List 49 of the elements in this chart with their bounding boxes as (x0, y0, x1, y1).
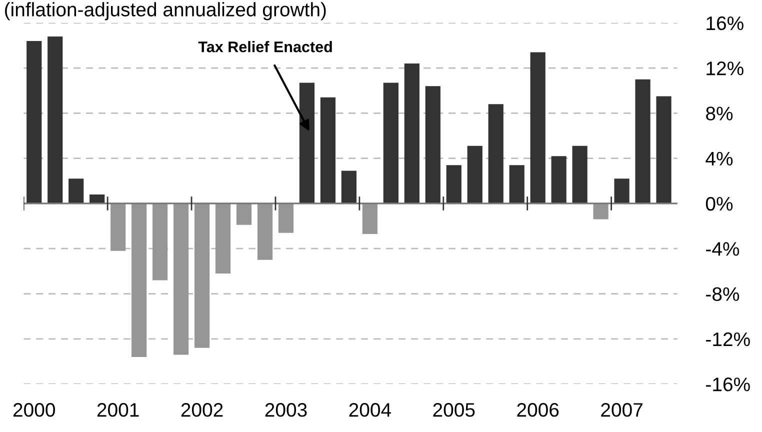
bar (341, 170, 356, 204)
bar (110, 203, 126, 251)
bar (26, 40, 42, 204)
bar (299, 82, 315, 204)
bar (173, 203, 189, 355)
x-tick-label: 2006 (517, 403, 559, 417)
y-tick-label: 12% (706, 62, 744, 76)
bar (257, 203, 273, 260)
chart-title: (inflation-adjusted annualized growth) (5, 2, 326, 20)
bar (362, 203, 378, 234)
y-tick-label: -12% (706, 332, 750, 346)
y-tick-label: 0% (706, 196, 733, 211)
bar (404, 64, 420, 204)
y-tick-label: 16% (706, 16, 744, 30)
x-tick-label: 2002 (181, 403, 223, 417)
x-tick-label: 2001 (97, 403, 139, 417)
y-tick-label: -16% (706, 378, 750, 392)
bar (194, 203, 210, 348)
bar (509, 165, 524, 204)
bar (383, 82, 398, 204)
y-tick-label: -4% (706, 242, 740, 256)
bar (551, 156, 566, 204)
bar (236, 203, 252, 225)
bar (467, 146, 482, 204)
y-tick-label: 8% (706, 106, 733, 120)
bar (215, 203, 231, 274)
x-tick-label: 2000 (13, 403, 55, 417)
bar (132, 203, 147, 357)
annotation: Tax Relief Enacted (198, 41, 332, 52)
bar (614, 178, 630, 204)
bar (68, 178, 84, 204)
bar (593, 203, 608, 220)
bar (656, 96, 672, 204)
x-tick-label: 2004 (349, 403, 391, 417)
y-tick-label: 4% (706, 152, 733, 166)
bar (48, 36, 63, 204)
bar (425, 86, 440, 204)
bar (635, 79, 650, 204)
bar (278, 203, 294, 233)
bar (488, 104, 504, 204)
x-tick-label: 2007 (601, 403, 642, 417)
bar (152, 203, 168, 280)
x-tick-label: 2003 (265, 403, 307, 417)
bar (530, 52, 546, 204)
bar (572, 146, 588, 204)
x-tick-label: 2005 (433, 403, 475, 417)
bar (446, 165, 462, 204)
y-tick-label: -8% (706, 287, 740, 301)
bar (320, 97, 336, 204)
